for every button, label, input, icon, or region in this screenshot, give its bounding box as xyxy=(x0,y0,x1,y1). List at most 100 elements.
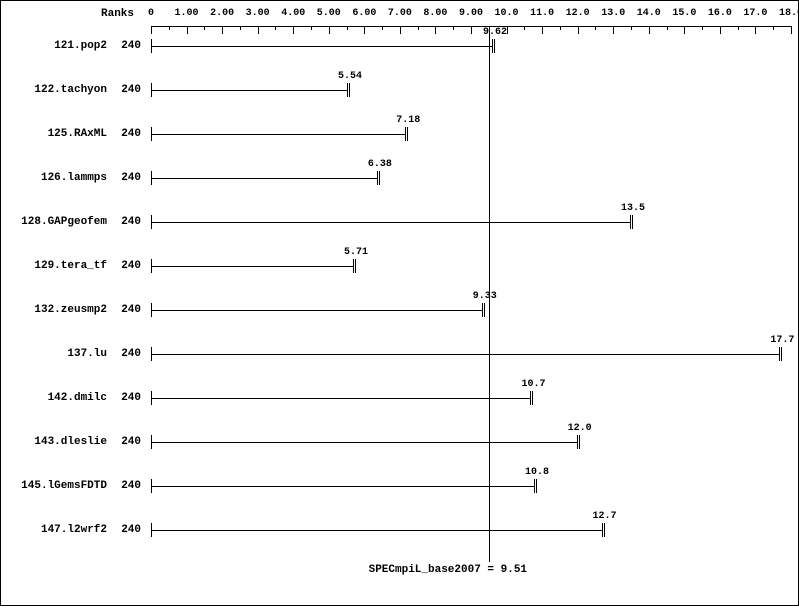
x-tick-label: 15.0 xyxy=(672,8,696,19)
x-tick-label: 0 xyxy=(148,8,154,19)
benchmark-name: 125.RAxML xyxy=(1,128,107,140)
x-tick-label: 3.00 xyxy=(246,8,270,19)
benchmark-ranks: 240 xyxy=(109,260,141,272)
baseline-label: SPECmpiL_base2007 = 9.51 xyxy=(369,564,527,576)
bar-start-tick xyxy=(151,259,152,273)
bar-end-tick xyxy=(602,523,603,537)
x-tick-label: 1.00 xyxy=(175,8,199,19)
bar-end-tick xyxy=(632,215,633,229)
bar-end-tick xyxy=(355,259,356,273)
bar-start-tick xyxy=(151,127,152,141)
x-tick-major xyxy=(649,26,650,34)
x-tick-minor xyxy=(667,26,668,30)
bar-end-tick xyxy=(532,391,533,405)
x-tick-minor xyxy=(738,26,739,30)
benchmark-ranks: 240 xyxy=(109,436,141,448)
bar-start-tick xyxy=(151,171,152,185)
benchmark-ranks: 240 xyxy=(109,480,141,492)
x-tick-label: 10.0 xyxy=(495,8,519,19)
x-tick-minor xyxy=(382,26,383,30)
x-tick-label: 18.0 xyxy=(779,8,799,19)
x-tick-major xyxy=(258,26,259,34)
benchmark-value: 5.54 xyxy=(338,71,362,82)
x-tick-major xyxy=(613,26,614,34)
x-tick-label: 5.00 xyxy=(317,8,341,19)
x-tick-major xyxy=(151,26,152,34)
bar-end-tick xyxy=(482,303,483,317)
bar-start-tick xyxy=(151,215,152,229)
bar-start-tick xyxy=(151,391,152,405)
x-tick-label: 11.0 xyxy=(530,8,554,19)
x-tick-major xyxy=(187,26,188,34)
benchmark-ranks: 240 xyxy=(109,392,141,404)
bar-end-tick xyxy=(534,479,535,493)
bar-end-tick xyxy=(781,347,782,361)
bar-end-tick xyxy=(530,391,531,405)
benchmark-ranks: 240 xyxy=(109,524,141,536)
benchmark-ranks: 240 xyxy=(109,216,141,228)
x-tick-minor xyxy=(702,26,703,30)
benchmark-bar xyxy=(151,222,631,223)
benchmark-name: 143.dleslie xyxy=(1,436,107,448)
bar-start-tick xyxy=(151,523,152,537)
bar-end-tick xyxy=(494,39,495,53)
benchmark-value: 10.7 xyxy=(521,379,545,390)
bar-start-tick xyxy=(151,347,152,361)
x-tick-minor xyxy=(524,26,525,30)
benchmark-bar xyxy=(151,486,535,487)
benchmark-bar xyxy=(151,310,483,311)
benchmark-bar xyxy=(151,134,406,135)
x-tick-minor xyxy=(169,26,170,30)
x-tick-label: 9.00 xyxy=(459,8,483,19)
x-tick-label: 13.0 xyxy=(601,8,625,19)
bar-start-tick xyxy=(151,303,152,317)
x-tick-label: 8.00 xyxy=(423,8,447,19)
bar-start-tick xyxy=(151,435,152,449)
benchmark-ranks: 240 xyxy=(109,84,141,96)
ranks-header: Ranks xyxy=(101,8,134,20)
benchmark-value: 10.8 xyxy=(525,467,549,478)
x-tick-label: 12.0 xyxy=(566,8,590,19)
benchmark-bar xyxy=(151,354,780,355)
benchmark-name: 128.GAPgeofem xyxy=(1,216,107,228)
x-tick-label: 7.00 xyxy=(388,8,412,19)
benchmark-value: 6.38 xyxy=(368,159,392,170)
x-tick-major xyxy=(400,26,401,34)
x-tick-label: 16.0 xyxy=(708,8,732,19)
x-tick-minor xyxy=(631,26,632,30)
benchmark-value: 9.33 xyxy=(473,291,497,302)
benchmark-ranks: 240 xyxy=(109,304,141,316)
benchmark-name: 137.lu xyxy=(1,348,107,360)
bar-end-tick xyxy=(604,523,605,537)
benchmark-bar xyxy=(151,442,578,443)
x-tick-major xyxy=(755,26,756,34)
bar-start-tick xyxy=(151,83,152,97)
bar-end-tick xyxy=(405,127,406,141)
benchmark-name: 142.dmilc xyxy=(1,392,107,404)
benchmark-bar xyxy=(151,266,354,267)
x-tick-minor xyxy=(418,26,419,30)
bar-end-tick xyxy=(379,171,380,185)
bar-end-tick xyxy=(577,435,578,449)
benchmark-bar xyxy=(151,398,531,399)
bar-end-tick xyxy=(347,83,348,97)
x-tick-major xyxy=(364,26,365,34)
x-tick-minor xyxy=(275,26,276,30)
x-tick-label: 4.00 xyxy=(281,8,305,19)
benchmark-value: 13.5 xyxy=(621,203,645,214)
bar-end-tick xyxy=(407,127,408,141)
bar-end-tick xyxy=(349,83,350,97)
x-tick-minor xyxy=(773,26,774,30)
benchmark-name: 132.zeusmp2 xyxy=(1,304,107,316)
x-tick-label: 6.00 xyxy=(352,8,376,19)
x-tick-minor xyxy=(240,26,241,30)
benchmark-ranks: 240 xyxy=(109,40,141,52)
bar-end-tick xyxy=(779,347,780,361)
benchmark-name: 126.lammps xyxy=(1,172,107,184)
x-tick-label: 17.0 xyxy=(743,8,767,19)
x-tick-minor xyxy=(560,26,561,30)
x-tick-major xyxy=(329,26,330,34)
bar-end-tick xyxy=(377,171,378,185)
benchmark-value: 5.71 xyxy=(344,247,368,258)
benchmark-value: 12.0 xyxy=(568,423,592,434)
